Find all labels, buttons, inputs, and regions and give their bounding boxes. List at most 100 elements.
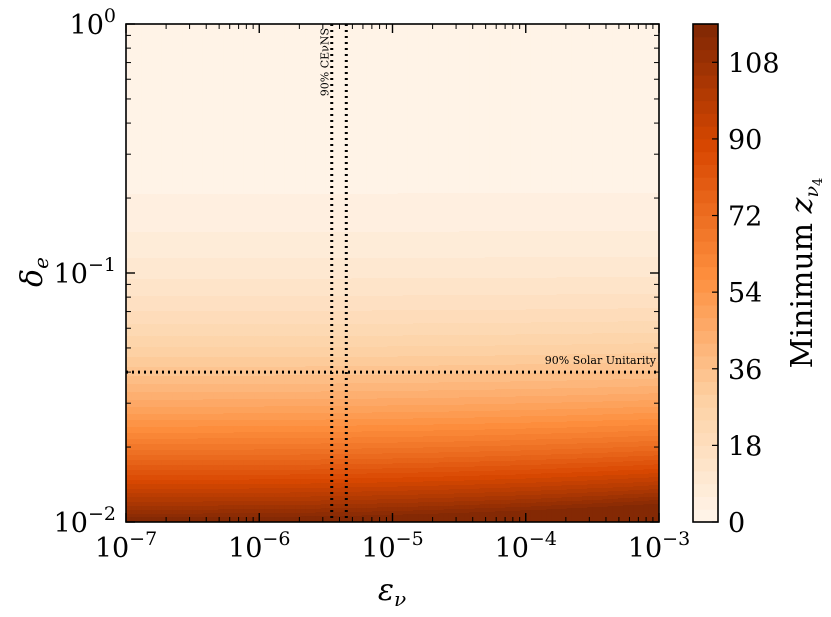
contour-strip	[233, 517, 240, 522]
contour-strip	[653, 277, 659, 295]
contour-strip	[643, 493, 650, 498]
contour-strip	[372, 487, 378, 492]
contour-strip	[612, 452, 619, 458]
contour-strip	[438, 424, 445, 431]
contour-strip	[208, 376, 214, 385]
contour-strip	[254, 407, 260, 414]
contour-strip	[530, 410, 537, 417]
contour-strip	[233, 438, 240, 445]
contour-strip	[336, 419, 342, 427]
contour-strip	[264, 460, 271, 466]
contour-strip	[541, 469, 547, 474]
contour-strip	[146, 279, 153, 297]
contour-strip	[156, 400, 163, 408]
contour-strip	[213, 324, 219, 337]
contour-strip	[561, 334, 568, 346]
contour-strip	[612, 502, 619, 507]
contour-strip	[448, 442, 455, 448]
contour-strip	[366, 443, 373, 449]
contour-strip	[233, 399, 240, 408]
contour-strip	[325, 366, 332, 376]
contour-strip	[515, 434, 522, 441]
contour-strip	[284, 324, 291, 337]
contour-strip	[167, 465, 173, 471]
contour-strip	[653, 504, 659, 522]
contour-strip	[295, 484, 301, 489]
contour-strip	[315, 324, 322, 337]
contour-strip	[320, 194, 327, 233]
contour-strip	[300, 488, 306, 493]
contour-strip	[402, 437, 409, 443]
contour-strip	[541, 381, 547, 390]
contour-strip	[643, 456, 650, 461]
contour-strip	[500, 488, 506, 493]
contour-strip	[177, 427, 183, 434]
contour-strip	[551, 278, 558, 296]
contour-strip	[561, 497, 568, 502]
contour-strip	[510, 295, 517, 311]
contour-strip	[577, 24, 583, 194]
contour-strip	[238, 296, 245, 312]
contour-strip	[361, 448, 368, 455]
contour-strip	[443, 509, 450, 514]
contour-strip	[202, 475, 209, 481]
contour-strip	[366, 504, 373, 509]
contour-strip	[571, 433, 578, 439]
contour-strip	[525, 499, 532, 504]
contour-strip	[515, 495, 522, 500]
contour-strip	[438, 258, 445, 279]
contour-strip	[161, 384, 168, 393]
contour-strip	[192, 493, 199, 498]
contour-strip	[428, 436, 435, 443]
contour-strip	[213, 506, 219, 511]
contour-strip	[623, 231, 629, 258]
contour-strip	[597, 231, 604, 258]
contour-strip	[505, 345, 511, 356]
contour-strip	[254, 357, 260, 368]
contour-strip	[402, 419, 409, 426]
contour-strip	[515, 310, 522, 324]
contour-strip	[510, 500, 517, 504]
contour-strip	[546, 355, 552, 365]
contour-strip	[541, 445, 547, 451]
y-tick-label-exp: −1	[88, 254, 116, 276]
contour-strip	[525, 373, 532, 382]
contour-strip	[536, 322, 542, 335]
contour-strip	[612, 487, 619, 492]
contour-strip	[638, 407, 645, 414]
contour-strip	[633, 465, 640, 471]
contour-strip	[167, 439, 173, 445]
contour-strip	[351, 504, 358, 509]
contour-strip	[510, 461, 517, 466]
contour-strip	[238, 444, 245, 451]
contour-strip	[566, 505, 573, 509]
contour-strip	[392, 503, 399, 508]
contour-strip	[243, 336, 250, 348]
contour-strip	[346, 375, 353, 384]
contour-strip	[448, 457, 455, 463]
contour-strip	[500, 310, 506, 324]
contour-strip	[238, 501, 245, 506]
contour-strip	[274, 420, 281, 427]
contour-strip	[397, 468, 404, 474]
contour-strip	[259, 488, 265, 494]
contour-strip	[320, 492, 327, 497]
contour-strip	[218, 392, 224, 400]
contour-strip	[361, 478, 368, 484]
contour-strip	[156, 392, 163, 401]
contour-strip	[484, 429, 491, 436]
contour-strip	[249, 336, 255, 348]
contour-strip	[484, 456, 491, 462]
contour-strip	[161, 484, 168, 490]
contour-strip	[433, 442, 440, 448]
contour-strip	[464, 447, 470, 453]
contour-strip	[597, 277, 604, 295]
contour-strip	[479, 404, 486, 412]
contour-strip	[587, 334, 593, 345]
contour-strip	[254, 465, 260, 471]
contour-strip	[623, 420, 629, 427]
contour-strip	[454, 356, 460, 366]
contour-strip	[500, 397, 506, 405]
contour-strip	[454, 390, 460, 399]
